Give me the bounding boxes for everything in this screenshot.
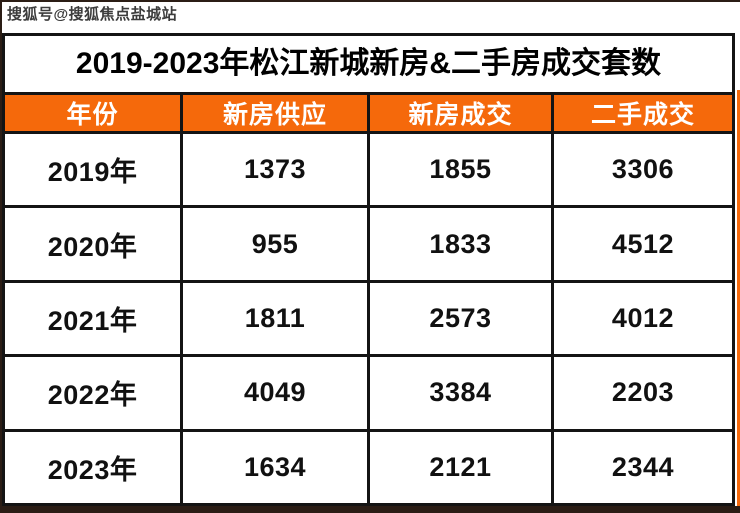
- table-body: 2019年 1373 1855 3306 2020年 955 1833 4512 2021年 18…: [1, 130, 736, 507]
- value-cell: 3306: [550, 130, 736, 209]
- data-table-container: 年份 新房供应 新房成交 二手成交 2019年 1373 1855 3306 2020年…: [1, 92, 736, 507]
- value-cell: 1634: [180, 428, 370, 507]
- frame-bottom-edge: [0, 506, 740, 513]
- value-cell: 1833: [366, 205, 554, 283]
- value-cell: 2203: [550, 354, 736, 432]
- value-cell: 2573: [366, 279, 554, 358]
- year-cell: 2019年: [1, 130, 184, 209]
- column-header-year: 年份: [1, 92, 184, 134]
- frame-right-edge: [737, 90, 740, 506]
- data-table: 年份 新房供应 新房成交 二手成交 2019年 1373 1855 3306 2020年…: [1, 92, 736, 507]
- value-cell: 4049: [180, 354, 370, 432]
- frame-left-edge: [0, 0, 2, 513]
- watermark: 搜狐号@搜狐焦点盐城站: [7, 6, 178, 23]
- column-header-new-supply: 新房供应: [180, 92, 370, 134]
- value-cell: 1855: [366, 130, 554, 209]
- year-cell: 2022年: [1, 354, 184, 432]
- value-cell: 2121: [366, 428, 554, 507]
- value-cell: 1373: [180, 130, 370, 209]
- value-cell: 1811: [180, 279, 370, 358]
- table-row: 2022年 4049 3384 2203: [1, 354, 736, 432]
- frame-top-edge: [0, 0, 740, 2]
- table-row: 2023年 1634 2121 2344: [1, 428, 736, 507]
- column-header-secondhand-deals: 二手成交: [550, 92, 736, 134]
- table-row: 2021年 1811 2573 4012: [1, 279, 736, 358]
- table-row: 2019年 1373 1855 3306: [1, 130, 736, 209]
- table-header-row: 年份 新房供应 新房成交 二手成交: [1, 92, 736, 134]
- value-cell: 955: [180, 205, 370, 283]
- value-cell: 3384: [366, 354, 554, 432]
- value-cell: 2344: [550, 428, 736, 507]
- value-cell: 4512: [550, 205, 736, 283]
- year-cell: 2020年: [1, 205, 184, 283]
- chart-title: 2019-2023年松江新城新房&二手房成交套数: [2, 33, 735, 92]
- table-row: 2020年 955 1833 4512: [1, 205, 736, 283]
- year-cell: 2023年: [1, 428, 184, 507]
- year-cell: 2021年: [1, 279, 184, 358]
- column-header-new-deals: 新房成交: [366, 92, 554, 134]
- value-cell: 4012: [550, 279, 736, 358]
